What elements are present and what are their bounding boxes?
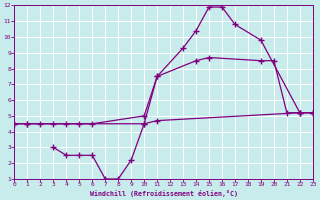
X-axis label: Windchill (Refroidissement éolien,°C): Windchill (Refroidissement éolien,°C) <box>90 190 238 197</box>
